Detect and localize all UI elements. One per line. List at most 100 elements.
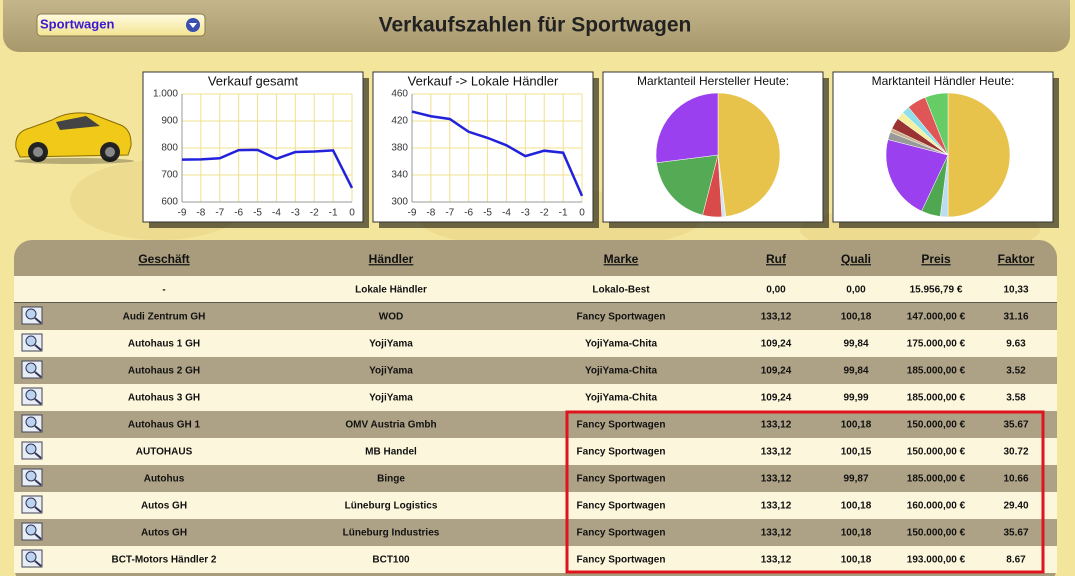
y-tick-label: 420 xyxy=(391,116,408,127)
x-tick-label: -8 xyxy=(196,208,205,219)
icon-handle xyxy=(34,344,42,351)
table-cell: 30.72 xyxy=(1003,447,1028,458)
icon-lens xyxy=(25,362,37,374)
table-cell: Fancy Sportwagen xyxy=(577,420,666,431)
table-cell: Autos GH xyxy=(141,501,187,512)
details-icon[interactable] xyxy=(21,306,43,325)
table-cell: 31.16 xyxy=(1003,312,1028,323)
table-cell: 29.40 xyxy=(1003,501,1028,512)
icon-handle xyxy=(34,371,42,378)
table-cell: 99,87 xyxy=(843,474,868,485)
x-tick-label: -8 xyxy=(426,208,435,219)
y-tick-label: 380 xyxy=(391,143,408,154)
sellers-table: Geschäft Händler Marke Ruf Quali Preis Faktor -… xyxy=(14,240,1057,576)
table-cell: 133,12 xyxy=(761,501,792,512)
x-tick-label: 0 xyxy=(579,208,585,219)
highlight-box xyxy=(565,410,1045,574)
icon-handle xyxy=(34,506,42,513)
dropdown-arrow-glyph xyxy=(189,23,197,28)
table-cell: 8.67 xyxy=(1006,555,1026,566)
details-icon[interactable] xyxy=(21,549,43,568)
table-cell: YojiYama xyxy=(369,339,413,350)
table-row xyxy=(14,384,1057,411)
details-icon[interactable] xyxy=(21,333,43,352)
table-cell: 109,24 xyxy=(761,366,792,377)
table-cell: 193.000,00 € xyxy=(907,555,966,566)
details-icon[interactable] xyxy=(21,414,43,433)
column-header[interactable]: Ruf xyxy=(766,252,787,266)
details-icon[interactable] xyxy=(21,522,43,541)
icon-handle xyxy=(34,479,42,486)
details-icon[interactable] xyxy=(21,468,43,487)
table-cell: 100,18 xyxy=(841,501,872,512)
table-row xyxy=(14,411,1057,438)
chart-title: Marktanteil Hersteller Heute: xyxy=(637,74,789,88)
pie-slice xyxy=(924,92,949,156)
x-tick-label: -4 xyxy=(272,208,281,219)
details-icon[interactable] xyxy=(21,387,43,406)
table-cell: 133,12 xyxy=(761,555,792,566)
car-image xyxy=(14,112,134,164)
details-icon[interactable] xyxy=(21,360,43,379)
line-series xyxy=(411,110,584,197)
y-tick-label: 1.000 xyxy=(153,89,178,100)
table-cell: Lokale Händler xyxy=(355,285,427,296)
table-cell: 150.000,00 € xyxy=(907,420,966,431)
icon-lens xyxy=(25,443,37,455)
chart-title: Verkauf -> Lokale Händler xyxy=(408,73,559,88)
details-icon[interactable] xyxy=(21,495,43,514)
x-tick-label: -6 xyxy=(234,208,243,219)
x-tick-label: -5 xyxy=(253,208,262,219)
icon-lens xyxy=(25,524,37,536)
column-header[interactable]: Preis xyxy=(921,252,951,266)
y-tick-label: 340 xyxy=(391,170,408,181)
table-cell: 185.000,00 € xyxy=(907,393,966,404)
table-row xyxy=(14,357,1057,384)
table-cell: 185.000,00 € xyxy=(907,366,966,377)
table-cell: WOD xyxy=(379,312,403,323)
table-cell: 133,12 xyxy=(761,474,792,485)
dropdown[interactable]: Sportwagen xyxy=(36,13,206,37)
table-cell: 100,15 xyxy=(841,447,872,458)
icon-handle xyxy=(34,425,42,432)
table-cell: YojiYama-Chita xyxy=(585,339,657,350)
table-cell: Lüneburg Industries xyxy=(343,528,440,539)
column-header[interactable]: Quali xyxy=(841,252,871,266)
column-header[interactable]: Faktor xyxy=(998,252,1035,266)
x-tick-label: -9 xyxy=(408,208,417,219)
table-cell: 133,12 xyxy=(761,528,792,539)
table-cell: Binge xyxy=(377,474,405,485)
table-cell: 35.67 xyxy=(1003,528,1028,539)
table-row xyxy=(14,546,1057,573)
table-row xyxy=(14,438,1057,465)
details-icon[interactable] xyxy=(21,441,43,460)
table-cell: Autohaus 1 GH xyxy=(128,339,200,350)
y-tick-label: 300 xyxy=(391,197,408,208)
table-cell: Autohaus GH 1 xyxy=(128,420,201,431)
column-header[interactable]: Marke xyxy=(604,252,639,266)
x-tick-label: -2 xyxy=(310,208,319,219)
x-tick-label: 0 xyxy=(349,208,355,219)
table-cell: 133,12 xyxy=(761,420,792,431)
table-cell: 109,24 xyxy=(761,339,792,350)
line-series xyxy=(181,148,354,189)
table-cell: Fancy Sportwagen xyxy=(577,555,666,566)
table-cell: 133,12 xyxy=(761,447,792,458)
y-tick-label: 600 xyxy=(161,197,178,208)
dropdown-box[interactable] xyxy=(36,13,206,37)
table-cell: 3.58 xyxy=(1006,393,1026,404)
table-cell: YojiYama-Chita xyxy=(585,393,657,404)
dropdown-value[interactable]: Sportwagen xyxy=(40,16,114,31)
column-header[interactable]: Händler xyxy=(369,252,414,266)
table-cell: Lüneburg Logistics xyxy=(345,501,438,512)
chart-title: Verkauf gesamt xyxy=(208,73,299,88)
header-bar xyxy=(3,0,1070,52)
column-header[interactable]: Geschäft xyxy=(138,252,189,266)
chart-title: Marktanteil Händler Heute: xyxy=(872,74,1015,88)
table-row xyxy=(14,492,1057,519)
table-cell: Fancy Sportwagen xyxy=(577,474,666,485)
table-row xyxy=(14,519,1057,546)
pie-slice xyxy=(947,92,1011,218)
icon-handle xyxy=(34,317,42,324)
